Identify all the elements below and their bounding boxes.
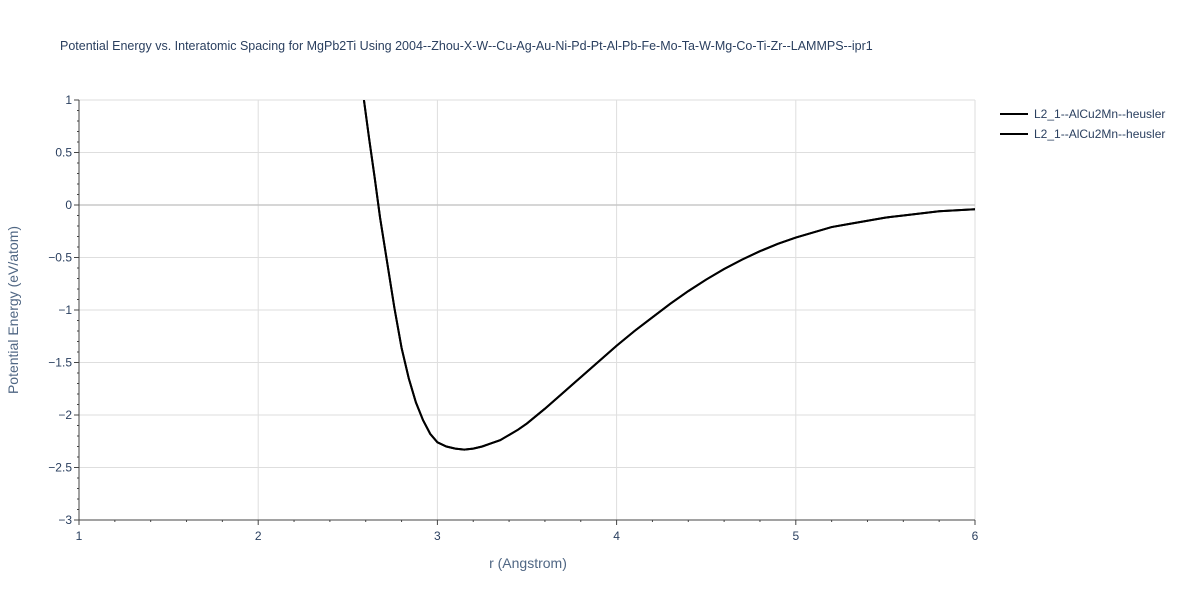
legend-label: L2_1--AlCu2Mn--heusler [1034, 127, 1165, 141]
x-tick-label: 6 [972, 529, 979, 543]
y-tick-label: −2 [58, 408, 72, 422]
x-tick-label: 3 [434, 529, 441, 543]
x-axis-title: r (Angstrom) [489, 555, 567, 571]
y-tick-label: −0.5 [48, 251, 72, 265]
y-tick-label: 0 [65, 198, 72, 212]
chart-title: Potential Energy vs. Interatomic Spacing… [60, 39, 873, 53]
y-tick-label: 0.5 [55, 146, 72, 160]
y-tick-label: −2.5 [48, 461, 72, 475]
axes: 1 2 3 4 5 6 1 0.5 0 −0.5 −1 −1.5 −2 −2.5 −3 [48, 93, 978, 543]
y-tick-label: −1.5 [48, 356, 72, 370]
series-lines [362, 100, 975, 451]
y-tick-label: −1 [58, 303, 72, 317]
y-tick-label: −3 [58, 513, 72, 527]
x-tick-label: 2 [255, 529, 262, 543]
legend-label: L2_1--AlCu2Mn--heusler [1034, 107, 1165, 121]
series-line-2 [362, 100, 975, 451]
legend: L2_1--AlCu2Mn--heusler L2_1--AlCu2Mn--heu… [1000, 107, 1165, 141]
x-tick-label: 5 [792, 529, 799, 543]
y-tick-label: 1 [65, 93, 72, 107]
y-axis-title: Potential Energy (eV/atom) [5, 226, 21, 394]
grid-lines [79, 99, 976, 520]
x-tick-label: 1 [76, 529, 83, 543]
x-tick-label: 4 [613, 529, 620, 543]
